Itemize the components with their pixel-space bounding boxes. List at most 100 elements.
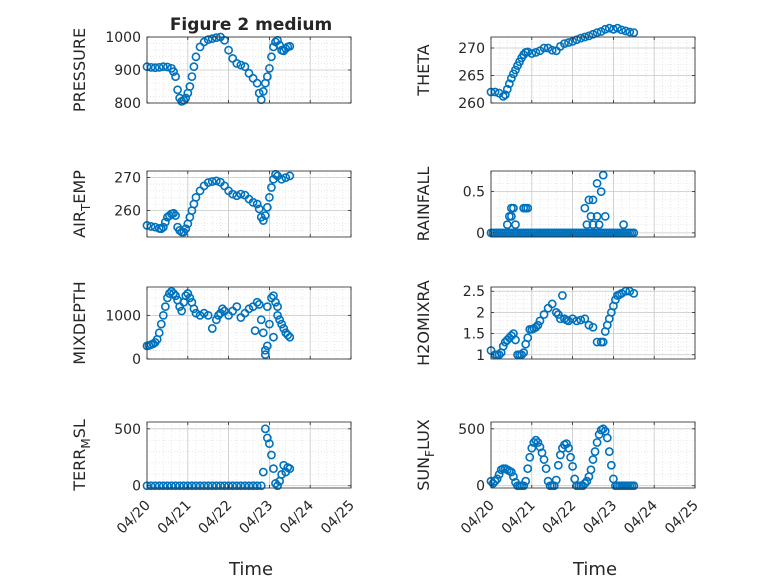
data-point: [232, 481, 242, 491]
y-tick-label: 0: [476, 226, 485, 242]
data-point: [564, 38, 573, 47]
data-point: [191, 192, 201, 202]
data-point: [523, 464, 533, 474]
axes-box: [146, 421, 352, 489]
axes-box: [146, 170, 352, 238]
data-point: [216, 481, 225, 491]
data-point: [580, 314, 590, 324]
data-point: [531, 322, 541, 332]
data-point: [523, 333, 533, 343]
data-point: [553, 460, 563, 470]
data-point: [539, 43, 549, 53]
data-point: [555, 314, 565, 324]
data-point: [267, 183, 276, 192]
data-point: [535, 316, 545, 326]
data-point: [588, 195, 598, 205]
y-tick-label: 900: [114, 63, 141, 79]
data-point: [602, 433, 612, 443]
data-point: [203, 310, 213, 320]
data-point: [203, 178, 213, 187]
data-point: [240, 481, 250, 491]
data-point: [146, 222, 156, 231]
data-point: [248, 481, 258, 491]
data-point: [162, 62, 172, 72]
data-markers: [486, 424, 639, 491]
y-tick-label: 0.5: [463, 185, 485, 201]
data-point: [494, 350, 504, 360]
data-point: [590, 447, 600, 456]
data-point: [264, 319, 274, 329]
data-point: [594, 220, 604, 230]
data-point: [566, 452, 575, 462]
data-point: [267, 450, 276, 460]
y-tick-label: 500: [114, 422, 141, 438]
y-tick-label: 0: [132, 479, 141, 495]
data-point: [490, 476, 500, 486]
data-point: [254, 204, 264, 214]
data-point: [604, 447, 614, 456]
data-point: [592, 211, 602, 221]
data-point: [173, 85, 182, 95]
data-point: [262, 302, 272, 312]
data-point: [262, 72, 272, 81]
data-point: [232, 302, 242, 312]
axes-box: [490, 36, 696, 104]
data-point: [588, 322, 598, 332]
data-point: [258, 328, 268, 338]
data-point: [511, 335, 520, 345]
data-point: [584, 195, 594, 205]
data-point: [592, 337, 602, 347]
data-point: [250, 326, 260, 336]
data-point: [531, 435, 541, 445]
data-point: [203, 481, 213, 491]
data-point: [146, 62, 156, 72]
subplot-4: 0 0.5 RAINFALL: [414, 167, 696, 242]
data-point: [177, 306, 187, 316]
data-point: [523, 47, 533, 57]
data-markers: [142, 424, 295, 491]
data-point: [160, 302, 170, 312]
data-point: [285, 332, 295, 342]
data-point: [269, 464, 278, 474]
data-point: [519, 348, 529, 358]
y-axis-label: PRESSURE: [70, 28, 89, 112]
data-point: [240, 62, 250, 72]
y-axis-label: RAINFALL: [414, 167, 433, 242]
data-point: [549, 481, 559, 491]
data-point: [277, 174, 287, 184]
figure-title: Figure 2 medium: [170, 15, 332, 35]
data-point: [533, 438, 543, 447]
data-point: [564, 443, 573, 453]
data-point: [150, 481, 160, 491]
data-point: [252, 297, 262, 307]
x-tick-label: 04/21: [499, 498, 539, 538]
data-point: [535, 442, 545, 452]
data-point: [191, 52, 201, 62]
data-point: [228, 189, 238, 199]
data-point: [258, 467, 268, 477]
data-point: [560, 39, 569, 48]
data-point: [504, 79, 514, 89]
y-tick-label: 0: [476, 479, 485, 495]
y-tick-label: 260: [114, 204, 141, 220]
data-point: [509, 203, 518, 213]
data-point: [598, 337, 608, 347]
data-point: [254, 300, 264, 309]
y-tick-label: 1000: [105, 308, 141, 324]
data-point: [213, 310, 223, 320]
y-tick-label: 265: [458, 69, 485, 85]
x-tick-label: 04/24: [621, 497, 661, 537]
data-point: [171, 72, 180, 81]
data-point: [598, 424, 608, 434]
data-point: [285, 41, 295, 51]
y-tick-label: 1000: [105, 30, 141, 46]
subplot-2: 260 265 270 THETA: [414, 23, 696, 112]
data-point: [207, 481, 217, 491]
data-point: [275, 315, 284, 325]
data-point: [582, 476, 592, 486]
data-point: [551, 308, 561, 317]
data-point: [232, 191, 242, 201]
data-point: [191, 481, 201, 491]
